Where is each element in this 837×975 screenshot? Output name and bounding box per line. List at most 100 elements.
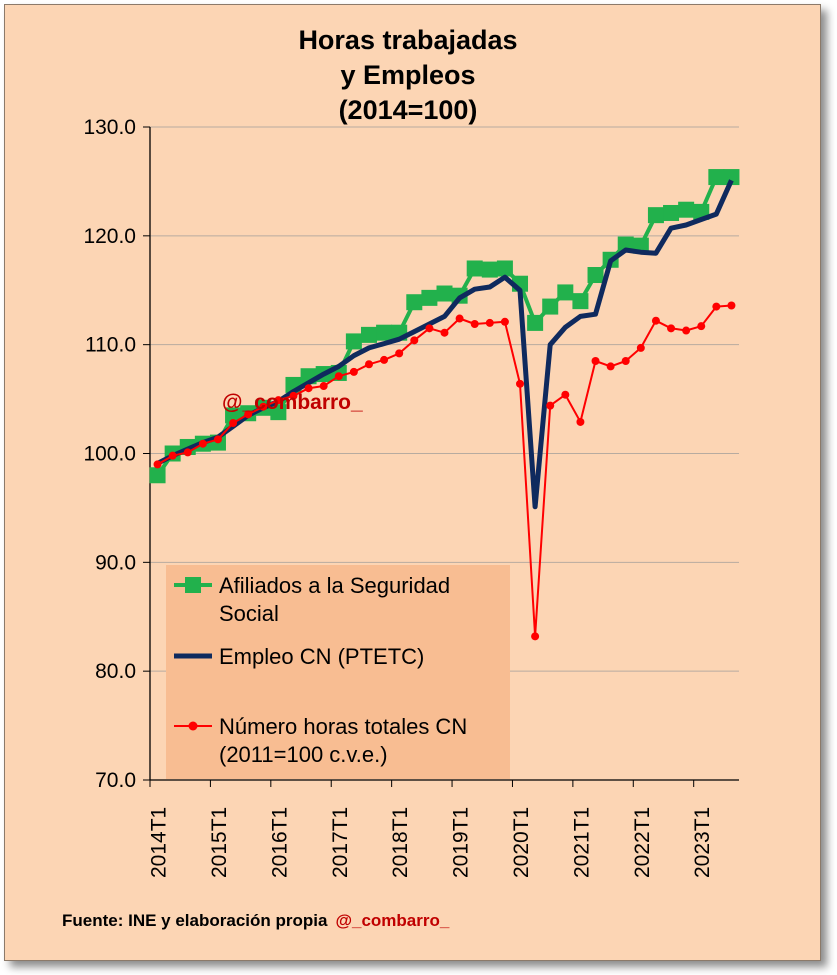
data-point (500, 317, 509, 326)
data-point (546, 401, 555, 410)
data-point (395, 349, 404, 358)
x-tick-label: 2018T1 (389, 807, 412, 878)
y-tick-label: 100.0 (83, 443, 136, 466)
data-point (678, 201, 695, 218)
legend-label: Empleo CN (PTETC) (219, 644, 424, 669)
data-point (380, 355, 389, 364)
data-point (572, 293, 589, 310)
y-tick-label: 90.0 (95, 551, 136, 574)
data-point (289, 391, 298, 400)
data-point (149, 467, 166, 484)
y-tick-label: 80.0 (95, 660, 136, 683)
data-point (561, 390, 570, 399)
data-point (455, 314, 464, 323)
data-point (576, 417, 585, 426)
data-point (712, 302, 721, 311)
data-point (591, 356, 600, 365)
data-point (621, 356, 630, 365)
source-text: Fuente: INE y elaboración propia (62, 911, 328, 930)
source-handle: @_combarro_ (335, 911, 450, 930)
data-point (636, 343, 645, 352)
data-point (527, 314, 544, 331)
data-point (229, 419, 238, 428)
data-point (225, 407, 242, 424)
series-1 (149, 169, 740, 484)
data-point (697, 322, 706, 331)
data-point (542, 298, 559, 315)
source-note: Fuente: INE y elaboración propia @_combar… (62, 911, 449, 931)
data-point (606, 362, 615, 371)
axes (149, 127, 739, 787)
data-point (349, 367, 358, 376)
data-point (481, 261, 498, 278)
data-point (466, 260, 483, 277)
x-tick-label: 2021T1 (570, 807, 593, 878)
data-point (663, 204, 680, 221)
legend-label: Número horas totales CN (219, 714, 467, 739)
data-point (259, 402, 268, 411)
data-point (334, 372, 343, 381)
legend-box (166, 565, 510, 779)
y-tick-labels: 70.0 80.0 90.0 100.0 110.0 120.0 130.0 (83, 116, 136, 792)
data-point (667, 324, 676, 333)
data-point (345, 333, 362, 350)
chart-title-line-2: y Empleos (340, 60, 475, 90)
data-point (319, 382, 328, 391)
x-tick-labels: 2014T1 2015T1 2016T1 2017T1 2018T1 2019T1 2020… (148, 807, 715, 878)
chart-title-line-3: (2014=100) (339, 95, 478, 125)
data-point (727, 301, 736, 310)
data-point (406, 294, 423, 311)
data-point (647, 207, 664, 224)
data-point (651, 316, 660, 325)
x-tick-label: 2022T1 (631, 807, 654, 878)
data-point (496, 260, 513, 277)
data-point (587, 267, 604, 284)
data-point (436, 285, 453, 302)
data-point (723, 169, 740, 186)
data-point (516, 379, 525, 388)
x-tick-label: 2016T1 (268, 807, 291, 878)
x-tick-label: 2017T1 (329, 807, 352, 878)
data-point (376, 324, 393, 341)
y-tick-label: 70.0 (95, 769, 136, 792)
series-3 (153, 301, 736, 641)
data-point (198, 439, 207, 448)
data-point (557, 284, 574, 301)
data-point (168, 451, 177, 460)
data-point (421, 289, 438, 306)
x-tick-label: 2020T1 (510, 807, 533, 878)
legend-swatch-marker (185, 577, 201, 593)
data-point (360, 326, 377, 343)
data-point (470, 319, 479, 328)
y-tick-label: 130.0 (83, 116, 136, 139)
x-tick-label: 2015T1 (208, 807, 231, 878)
x-tick-label: 2019T1 (450, 807, 473, 878)
data-point (274, 396, 283, 405)
chart-panel (4, 4, 821, 961)
data-point (708, 169, 725, 186)
data-point (364, 360, 373, 369)
legend: Afiliados a la Seguridad Social Empleo CN … (166, 565, 510, 779)
data-point (213, 435, 222, 444)
legend-label: (2011=100 c.v.e.) (219, 742, 388, 767)
data-point (183, 448, 192, 457)
watermark-handle: @_combarro_ (222, 391, 363, 414)
data-point (531, 632, 540, 641)
data-point (682, 326, 691, 335)
data-point (270, 404, 287, 421)
data-point (485, 318, 494, 327)
chart-title: Horas trabajadas y Empleos (2014=100) (298, 25, 517, 125)
x-tick-label: 2014T1 (148, 807, 171, 878)
series-line (156, 179, 734, 510)
chart-title-line-1: Horas trabajadas (298, 25, 517, 55)
x-tick-label: 2023T1 (691, 807, 714, 878)
legend-label: Afiliados a la Seguridad (219, 573, 450, 598)
series (149, 169, 740, 641)
data-point (410, 336, 419, 345)
data-point (440, 328, 449, 337)
data-point (244, 410, 253, 419)
y-tick-label: 110.0 (85, 334, 136, 357)
data-point (425, 324, 434, 333)
series-line (155, 175, 732, 477)
